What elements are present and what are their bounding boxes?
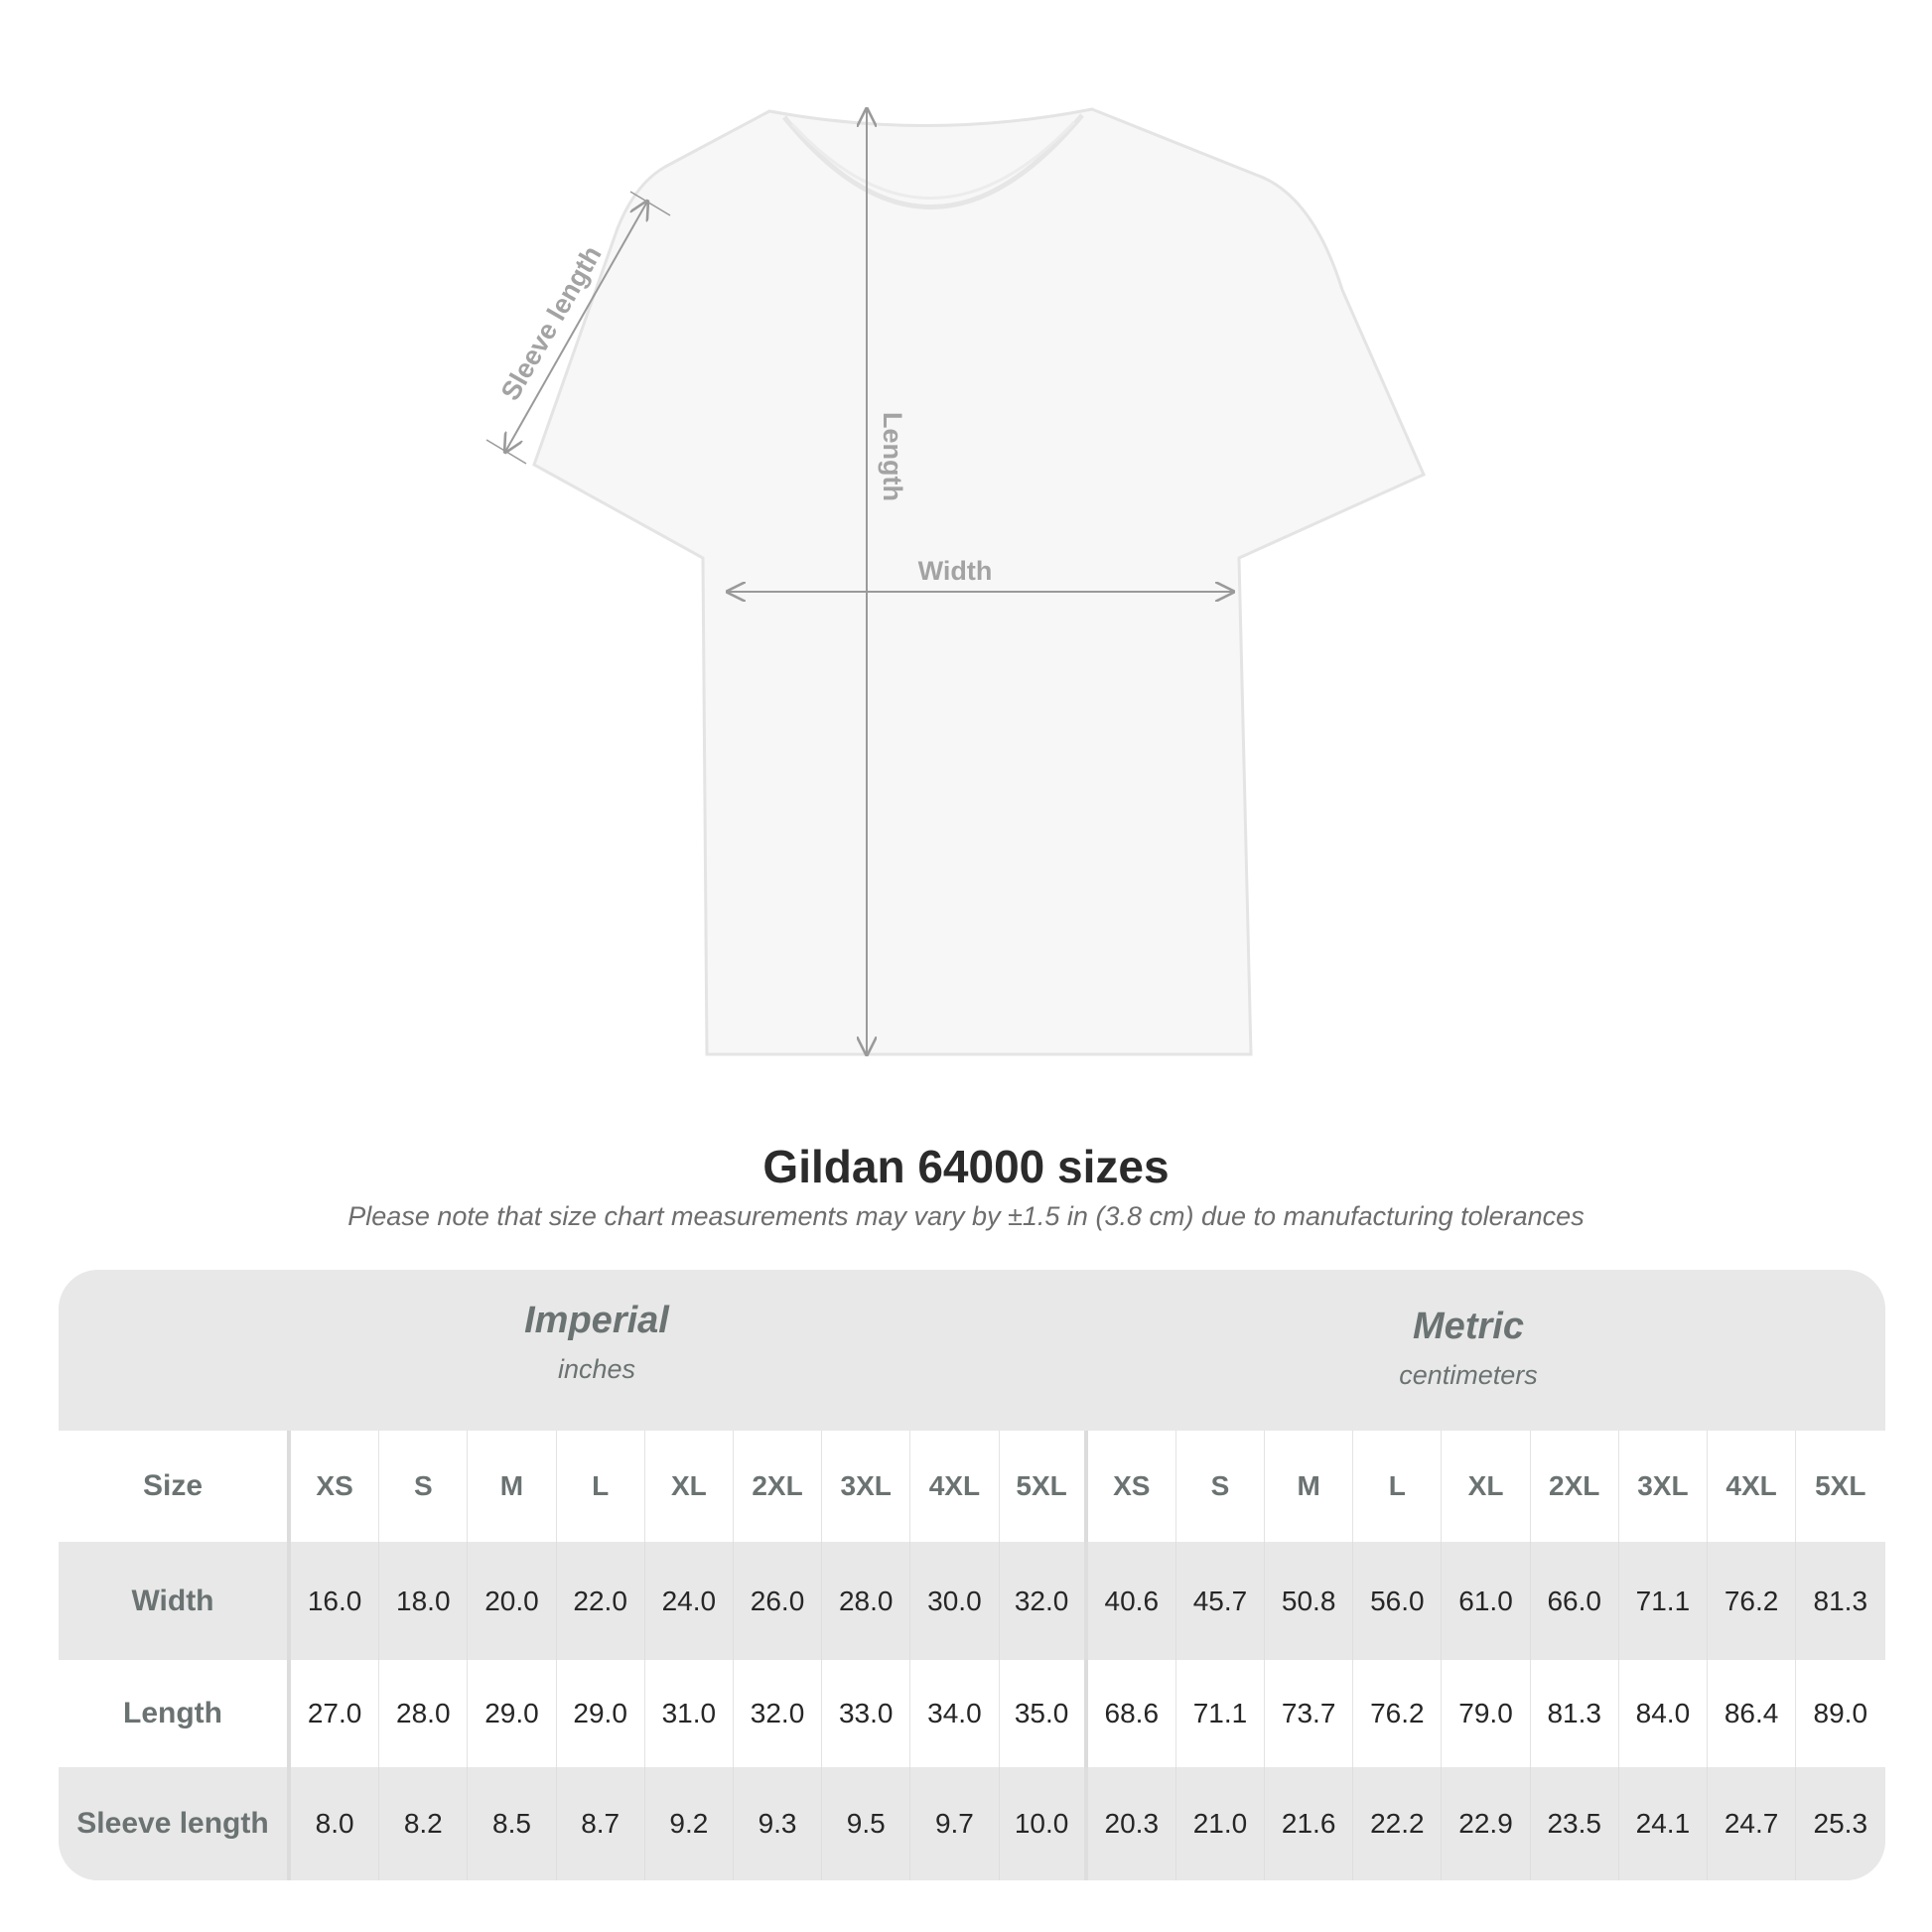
value-cell: 61.0: [1442, 1542, 1531, 1660]
size-header-cell: 3XL: [822, 1431, 911, 1542]
value-cell: 21.6: [1265, 1767, 1354, 1880]
imperial-title: Imperial: [524, 1300, 669, 1341]
size-header-cell: 4XL: [910, 1431, 1000, 1542]
metric-title: Metric: [1413, 1306, 1524, 1347]
table-row: Length 27.0 28.0 29.0 29.0 31.0 32.0 33.0 34.0 35…: [59, 1660, 1885, 1767]
value-cell: 20.0: [468, 1542, 557, 1660]
value-cell: 86.4: [1708, 1660, 1797, 1767]
size-header-cell: S: [379, 1431, 469, 1542]
size-header-cell: 3XL: [1619, 1431, 1708, 1542]
imperial-header: Imperial inches: [299, 1300, 895, 1385]
size-header-cell: 4XL: [1708, 1431, 1797, 1542]
size-header-cell: M: [468, 1431, 557, 1542]
value-cell: 81.3: [1531, 1660, 1619, 1767]
size-table: Imperial inches Metric centimeters Size X…: [59, 1270, 1885, 1880]
value-cell: 24.7: [1708, 1767, 1797, 1880]
value-cell: 66.0: [1531, 1542, 1619, 1660]
size-header-cell: 5XL: [1000, 1431, 1088, 1542]
width-label: Width: [918, 556, 993, 586]
value-cell: 16.0: [291, 1542, 380, 1660]
value-cell: 33.0: [822, 1660, 911, 1767]
value-cell: 68.6: [1088, 1660, 1176, 1767]
size-header-cell: L: [1353, 1431, 1443, 1542]
size-header-cell: 5XL: [1815, 1470, 1866, 1501]
value-cell: 20.3: [1088, 1767, 1176, 1880]
imperial-unit: inches: [557, 1354, 636, 1384]
value-cell: 29.0: [557, 1660, 645, 1767]
size-header-cell: S: [1176, 1431, 1266, 1542]
value-cell: 26.0: [734, 1542, 823, 1660]
value-cell: 8.2: [379, 1767, 469, 1880]
value-cell: 8.5: [468, 1767, 557, 1880]
value-cell: 76.2: [1708, 1542, 1797, 1660]
value-cell: 81.3: [1813, 1585, 1868, 1616]
table-row: Sleeve length 8.0 8.2 8.5 8.7 9.2 9.3 9.5 9.7 10.…: [59, 1767, 1885, 1880]
value-cell: 45.7: [1176, 1542, 1266, 1660]
table-row: Width 16.0 18.0 20.0 22.0 24.0 26.0 28.0 30.0 32.…: [59, 1542, 1885, 1660]
value-cell: 22.2: [1353, 1767, 1443, 1880]
value-cell: 73.7: [1265, 1660, 1354, 1767]
size-header-cell: XL: [645, 1431, 734, 1542]
value-cell: 21.0: [1176, 1767, 1266, 1880]
chart-title: Gildan 64000 sizes: [762, 1141, 1170, 1192]
value-cell: 10.0: [1000, 1767, 1088, 1880]
tshirt-diagram: Sleeve length Length Width: [485, 0, 1426, 1092]
value-cell: 84.0: [1619, 1660, 1708, 1767]
value-cell: 27.0: [291, 1660, 380, 1767]
value-cell: 40.6: [1088, 1542, 1176, 1660]
value-cell: 32.0: [734, 1660, 823, 1767]
length-label: Length: [878, 412, 907, 501]
size-header-cell: 2XL: [1531, 1431, 1619, 1542]
row-label: Width: [59, 1542, 291, 1660]
value-cell: 18.0: [379, 1542, 469, 1660]
size-header-cell: L: [557, 1431, 645, 1542]
value-cell: 56.0: [1353, 1542, 1443, 1660]
size-header-cell: XS: [1088, 1431, 1176, 1542]
value-cell: 22.0: [557, 1542, 645, 1660]
value-cell: 9.7: [910, 1767, 1000, 1880]
value-cell: 8.7: [557, 1767, 645, 1880]
value-cell: 76.2: [1353, 1660, 1443, 1767]
tolerance-note: Please note that size chart measurements…: [347, 1201, 1585, 1231]
value-cell: 29.0: [468, 1660, 557, 1767]
row-label: Sleeve length: [59, 1767, 291, 1880]
value-cell: 89.0: [1813, 1698, 1868, 1728]
metric-header: Metric centimeters: [1171, 1306, 1766, 1391]
tshirt-collar: [782, 113, 1084, 209]
sleeve-arrow: [485, 191, 671, 465]
value-cell: 34.0: [910, 1660, 1000, 1767]
value-cell: 8.0: [291, 1767, 380, 1880]
value-cell: 79.0: [1442, 1660, 1531, 1767]
value-cell: 24.0: [645, 1542, 734, 1660]
value-cell: 71.1: [1176, 1660, 1266, 1767]
metric-unit: centimeters: [1399, 1360, 1538, 1390]
row-label: Length: [59, 1660, 291, 1767]
value-cell: 30.0: [910, 1542, 1000, 1660]
value-cell: 28.0: [379, 1660, 469, 1767]
value-cell: 24.1: [1619, 1767, 1708, 1880]
value-cell: 50.8: [1265, 1542, 1354, 1660]
value-cell: 9.2: [645, 1767, 734, 1880]
size-header-cell: M: [1265, 1431, 1354, 1542]
size-header-cell: 2XL: [734, 1431, 823, 1542]
size-header-cell: XS: [291, 1431, 380, 1542]
value-cell: 71.1: [1619, 1542, 1708, 1660]
value-cell: 9.3: [734, 1767, 823, 1880]
value-cell: 28.0: [822, 1542, 911, 1660]
unit-header-band: Imperial inches Metric centimeters: [59, 1270, 1885, 1431]
value-cell: 25.3: [1813, 1808, 1868, 1839]
value-cell: 35.0: [1000, 1660, 1088, 1767]
row-label: Size: [59, 1431, 291, 1542]
value-cell: 32.0: [1000, 1542, 1088, 1660]
value-cell: 31.0: [645, 1660, 734, 1767]
size-header-row: Size XS S M L XL 2XL 3XL 4XL 5XL XS S M L XL 2XL 3XL 4XL 5…: [59, 1431, 1885, 1542]
size-header-cell: XL: [1442, 1431, 1531, 1542]
value-cell: 22.9: [1442, 1767, 1531, 1880]
value-cell: 23.5: [1531, 1767, 1619, 1880]
value-cell: 9.5: [822, 1767, 911, 1880]
